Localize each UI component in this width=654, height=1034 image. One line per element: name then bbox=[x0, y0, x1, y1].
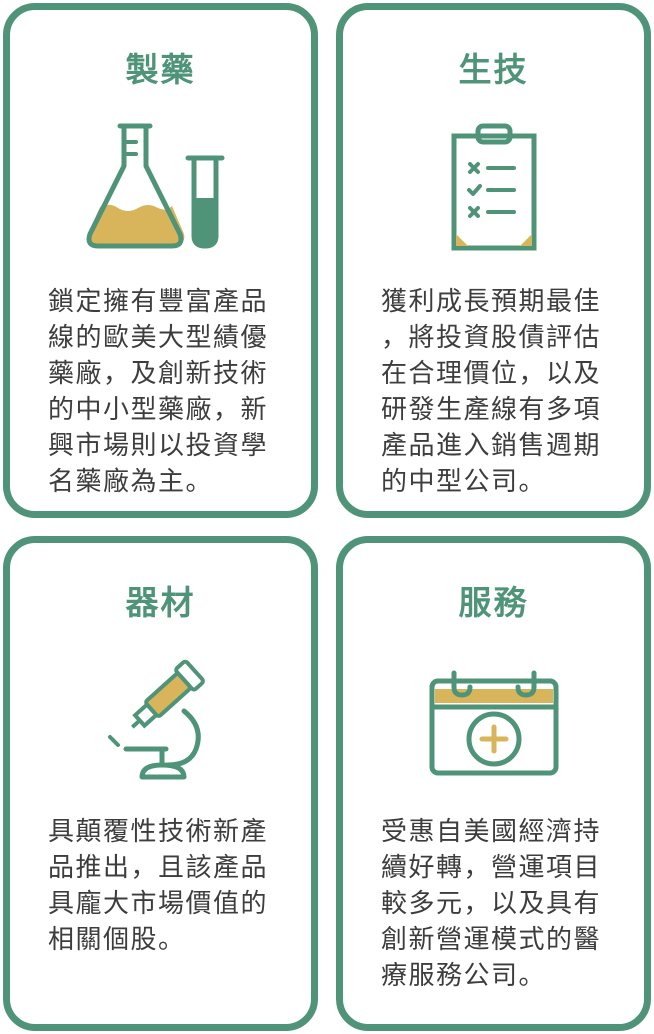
card-description: 具顛覆性技術新產 品推出，且該產品 具龐大市場價值的 相關個股。 bbox=[48, 814, 268, 958]
card-equipment: 器材 具顛覆性技術新產 品推出，且該產品 具龐大市場價值的 相關個股。 bbox=[3, 536, 318, 1031]
card-title: 製藥 bbox=[125, 50, 196, 89]
card-biotech: 生技 獲利成長預期最佳 ，將投資股債評估 在合理價位，以及 研發生產線有多項 產… bbox=[336, 3, 651, 518]
description-line: 在合理價位，以及 bbox=[381, 359, 602, 389]
description-line: 相關個股。 bbox=[48, 925, 186, 955]
description-line: 名藥廠為主。 bbox=[48, 467, 214, 497]
description-line: 興市場則以投資學 bbox=[48, 431, 269, 461]
flask-icon bbox=[86, 123, 224, 249]
card-services: 服務 受惠自美國經濟持 續好轉，營運項目 較多元，以及具有 創新營運模式的醫 療… bbox=[336, 536, 651, 1031]
description-line: ，將投資股債評估 bbox=[381, 323, 602, 353]
clipboard-checklist-icon bbox=[451, 123, 536, 251]
description-line: 藥廠，及創新技術 bbox=[48, 359, 269, 389]
description-line: 續好轉，營運項目 bbox=[381, 853, 602, 883]
description-line: 受惠自美國經濟持 bbox=[381, 817, 602, 847]
description-line: 具顛覆性技術新產 bbox=[48, 817, 269, 847]
medical-kit-icon bbox=[429, 670, 558, 776]
description-line: 的中型公司。 bbox=[381, 467, 547, 497]
card-pharma: 製藥 鎖定擁有豐富產品 線的歐美大型績優 藥廠，及創新技術 的中小型藥廠，新 興… bbox=[3, 3, 318, 518]
description-line: 產品進入銷售週期 bbox=[381, 431, 602, 461]
card-title: 生技 bbox=[458, 50, 529, 89]
microscope-icon bbox=[107, 659, 205, 780]
description-line: 較多元，以及具有 bbox=[381, 889, 602, 919]
description-line: 創新營運模式的醫 bbox=[381, 925, 602, 955]
description-line: 療服務公司。 bbox=[381, 961, 547, 991]
description-line: 鎖定擁有豐富產品 bbox=[48, 287, 269, 317]
description-line: 研發生產線有多項 bbox=[381, 395, 602, 425]
card-description: 鎖定擁有豐富產品 線的歐美大型績優 藥廠，及創新技術 的中小型藥廠，新 興市場則… bbox=[48, 284, 268, 500]
card-title: 器材 bbox=[125, 583, 196, 622]
description-line: 獲利成長預期最佳 bbox=[381, 287, 602, 317]
description-line: 線的歐美大型績優 bbox=[48, 323, 269, 353]
description-line: 的中小型藥廠，新 bbox=[48, 395, 269, 425]
description-line: 品推出，且該產品 bbox=[48, 853, 269, 883]
card-title: 服務 bbox=[458, 583, 529, 622]
card-description: 受惠自美國經濟持 續好轉，營運項目 較多元，以及具有 創新營運模式的醫 療服務公… bbox=[381, 814, 601, 994]
card-description: 獲利成長預期最佳 ，將投資股債評估 在合理價位，以及 研發生產線有多項 產品進入… bbox=[381, 284, 601, 500]
description-line: 具龐大市場價值的 bbox=[48, 889, 269, 919]
